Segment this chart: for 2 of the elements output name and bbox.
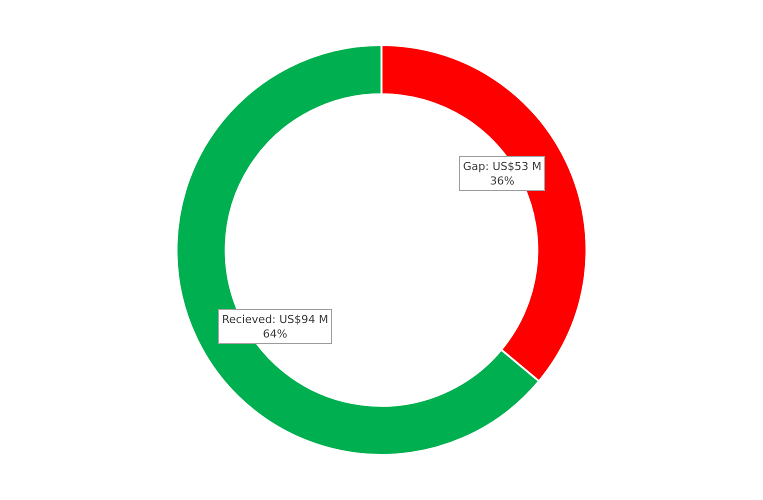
slice-label: Gap: US$53 M 36% xyxy=(463,160,542,188)
slice-label: Recieved: US$94 M 64% xyxy=(222,313,328,340)
